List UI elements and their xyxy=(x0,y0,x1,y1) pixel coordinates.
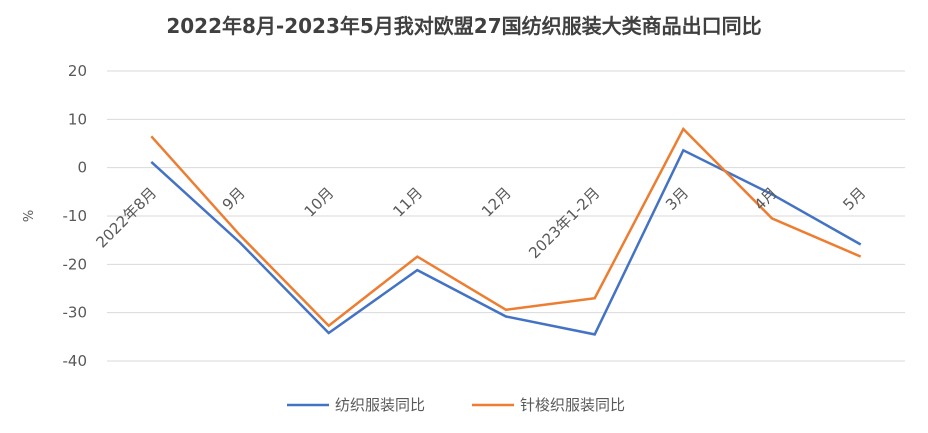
y-tick-label: 10 xyxy=(68,110,87,128)
x-tick-label: 5月 xyxy=(839,184,869,214)
x-tick-label: 9月 xyxy=(219,184,249,214)
x-tick-label: 11月 xyxy=(389,184,426,221)
y-tick-label: 0 xyxy=(77,159,87,177)
x-tick-label: 10月 xyxy=(301,184,338,221)
legend-label: 针梭织服装同比 xyxy=(520,396,625,414)
y-tick-label: -20 xyxy=(63,255,88,273)
series-line-2 xyxy=(150,126,862,328)
y-tick-label: -30 xyxy=(63,304,88,322)
x-tick-label: 12月 xyxy=(478,184,515,221)
legend-label: 纺织服装同比 xyxy=(335,396,425,414)
x-tick-label: 2023年1-2月 xyxy=(525,184,603,262)
chart-title: 2022年8月-2023年5月我对欧盟27国纺织服装大类商品出口同比 xyxy=(166,14,762,38)
y-tick-label: -40 xyxy=(63,352,88,370)
x-tick-label: 4月 xyxy=(751,184,781,214)
x-tick-label: 2022年8月 xyxy=(92,184,160,252)
y-tick-label: -10 xyxy=(63,207,88,225)
series-line-1 xyxy=(150,148,862,336)
x-tick-label: 3月 xyxy=(662,184,692,214)
y-axis-label: % xyxy=(22,210,37,222)
y-tick-label: 20 xyxy=(68,62,87,80)
